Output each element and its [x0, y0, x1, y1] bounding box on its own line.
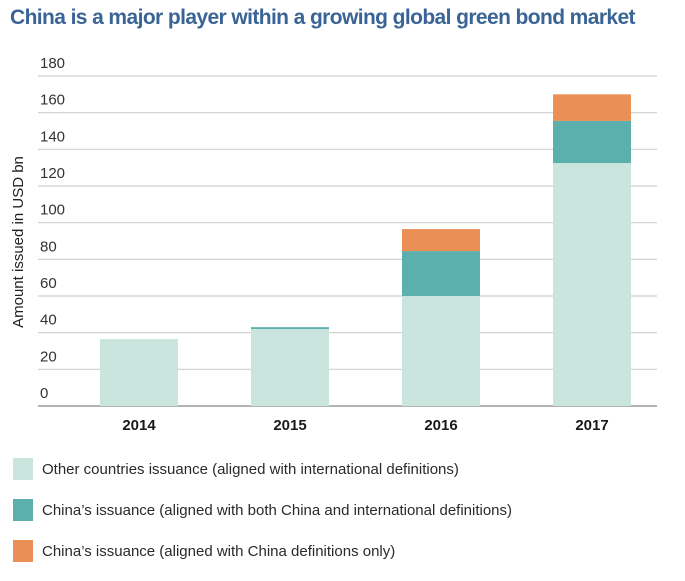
y-tick-label: 20 [40, 348, 57, 365]
y-tick-label: 80 [40, 238, 57, 255]
legend-label: Other countries issuance (aligned with i… [42, 460, 459, 478]
legend: Other countries issuance (aligned with i… [13, 458, 512, 581]
y-axis-ticks: 0 20 40 60 80 100 120 140 160 180 [40, 55, 65, 402]
bar-segment-2014-series-0 [100, 339, 178, 406]
bar-segment-2017-series-0 [553, 163, 631, 406]
bar-segment-2016-series-1 [402, 251, 480, 296]
chart-title: China is a major player within a growing… [10, 6, 636, 29]
legend-swatch [13, 499, 33, 521]
bar-segment-2016-series-2 [402, 229, 480, 252]
bar-segment-2016-series-0 [402, 296, 480, 406]
legend-item: Other countries issuance (aligned with i… [13, 458, 512, 480]
x-category-label: 2015 [273, 417, 306, 434]
legend-item: China’s issuance (aligned with China def… [13, 540, 512, 562]
y-tick-label: 40 [40, 312, 57, 329]
legend-label: China’s issuance (aligned with both Chin… [42, 501, 513, 519]
y-tick-label: 180 [40, 55, 65, 72]
legend-swatch [13, 458, 33, 480]
legend-item: China’s issuance (aligned with both Chin… [13, 499, 512, 521]
bars [100, 94, 631, 406]
y-tick-label: 60 [40, 275, 57, 292]
y-tick-label: 0 [40, 385, 48, 402]
y-axis-label: Amount issued in USD bn [10, 156, 27, 328]
bar-segment-2017-series-1 [553, 120, 631, 164]
x-category-label: 2017 [575, 417, 608, 434]
y-tick-label: 100 [40, 202, 65, 219]
bar-segment-2017-series-2 [553, 94, 631, 121]
legend-swatch [13, 540, 33, 562]
bar-segment-2015-series-0 [251, 329, 329, 406]
legend-label: China’s issuance (aligned with China def… [42, 542, 396, 560]
y-tick-label: 160 [40, 92, 65, 109]
x-category-label: 2014 [122, 417, 156, 434]
x-category-label: 2016 [424, 417, 457, 434]
y-tick-label: 120 [40, 165, 65, 182]
bar-segment-2015-series-1 [251, 327, 329, 329]
x-axis-categories: 2014 2015 2016 2017 [122, 417, 608, 434]
y-tick-label: 140 [40, 128, 65, 145]
